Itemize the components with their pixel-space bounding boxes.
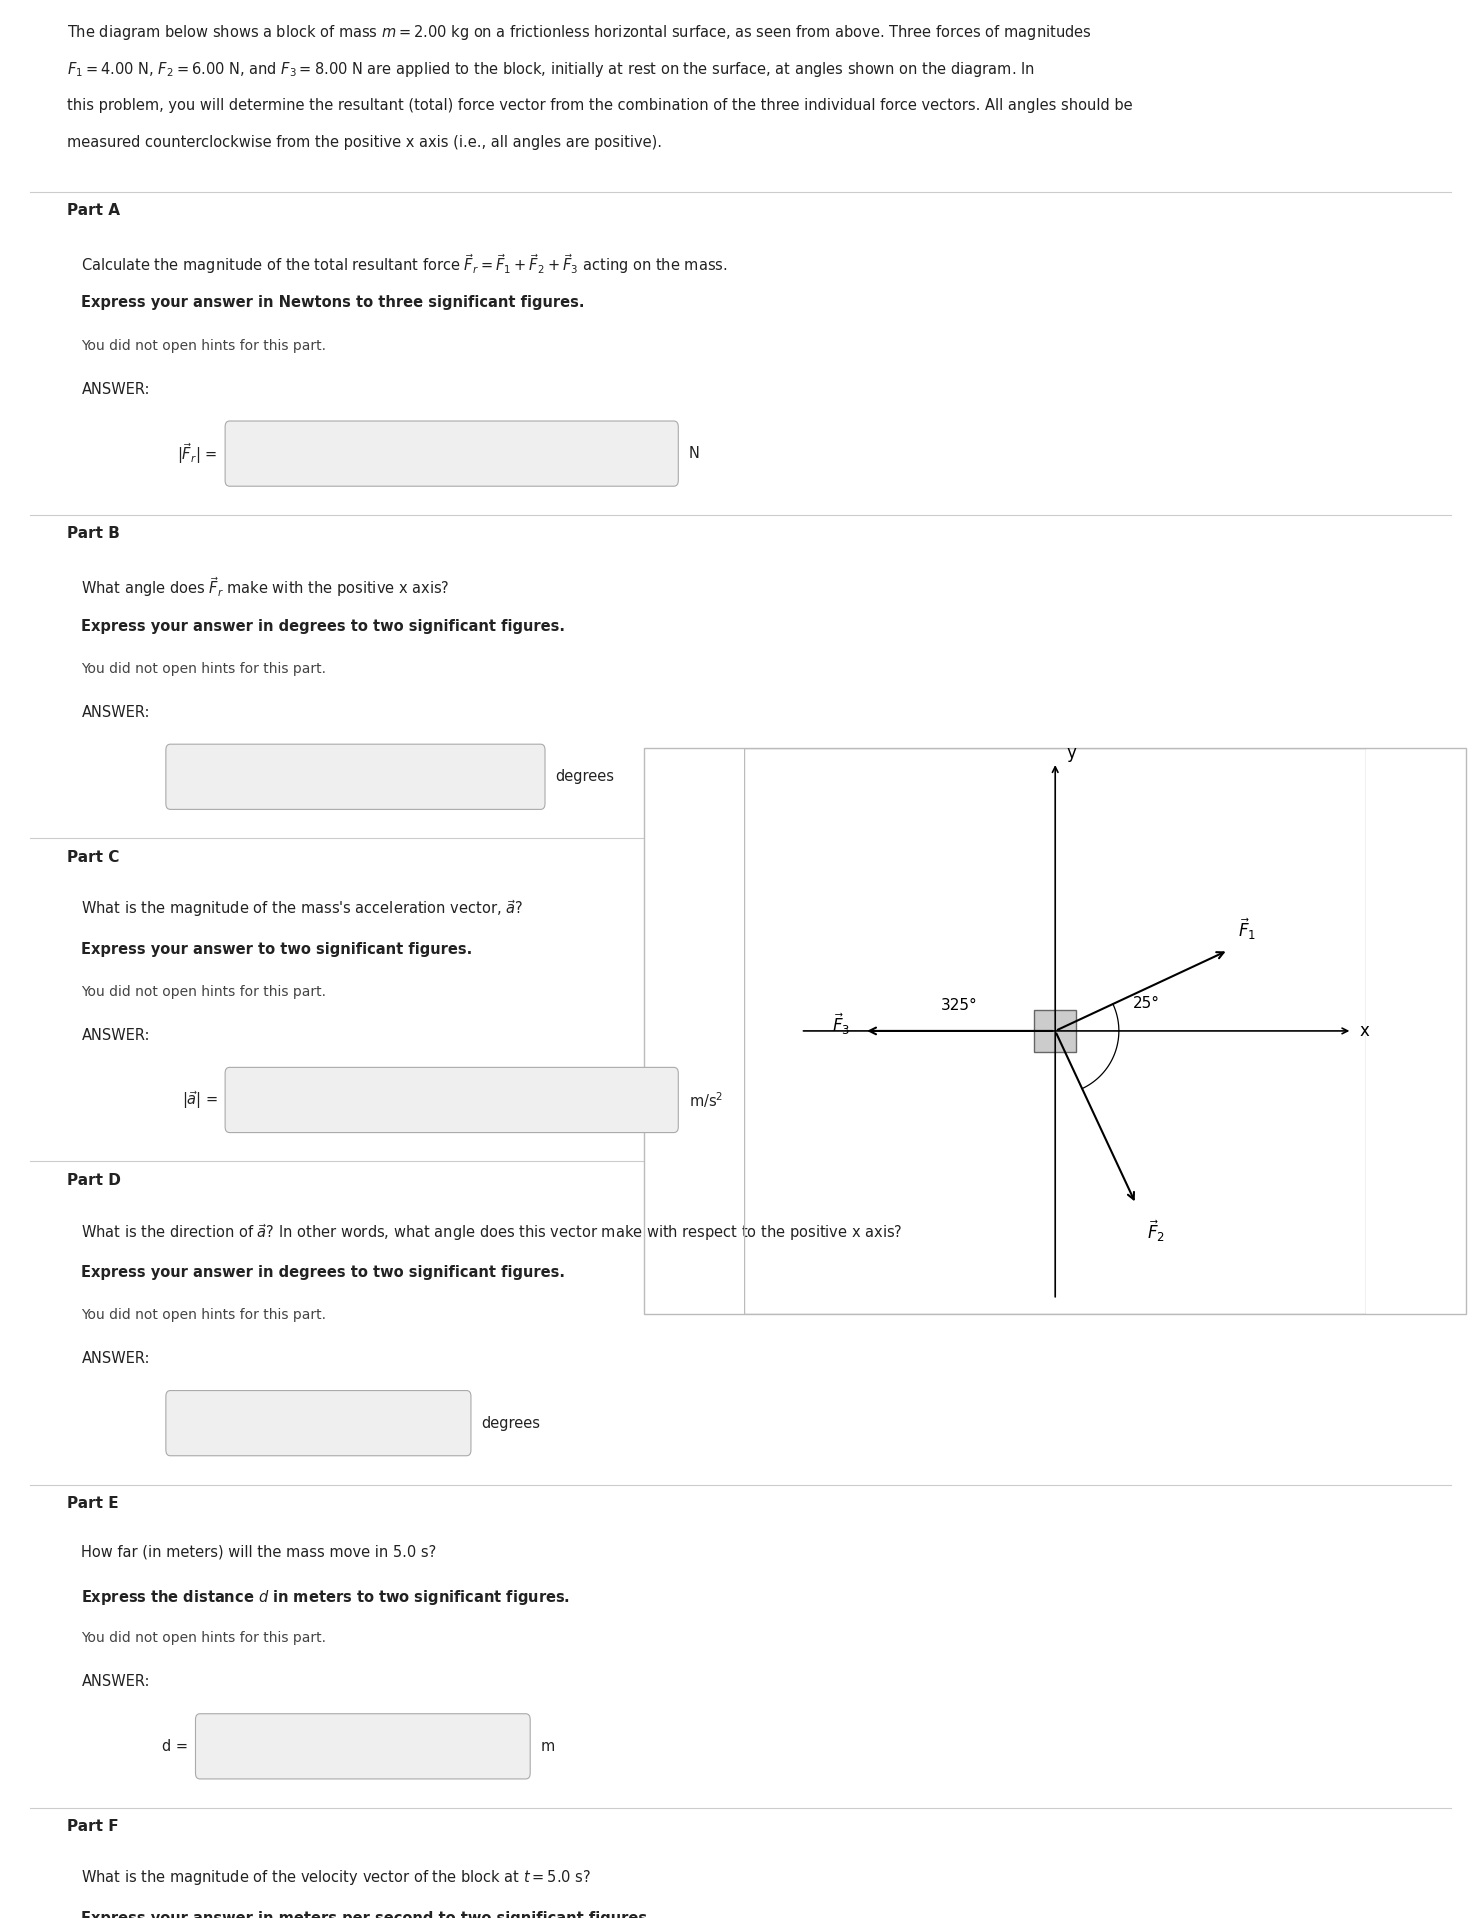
Text: $F_1 = 4.00$ N, $F_2 = 6.00$ N, and $F_3 = 8.00$ N are applied to the block, ini: $F_1 = 4.00$ N, $F_2 = 6.00$ N, and $F_3… [67,59,1035,79]
Text: Part D: Part D [67,1172,120,1187]
Text: $\vec{F}_3$: $\vec{F}_3$ [832,1011,850,1036]
FancyBboxPatch shape [195,1713,530,1778]
Text: y: y [1066,744,1077,761]
Text: What is the direction of $\vec{a}$? In other words, what angle does this vector : What is the direction of $\vec{a}$? In o… [81,1222,903,1243]
Bar [644,748,1466,1314]
Text: m: m [541,1740,555,1753]
Text: this problem, you will determine the resultant (total) force vector from the com: this problem, you will determine the res… [67,98,1133,113]
Text: N: N [689,447,699,460]
Text: 25°: 25° [1133,995,1160,1011]
Bar [1034,1009,1077,1053]
Text: $\vec{F}_1$: $\vec{F}_1$ [1238,917,1256,942]
Text: Part C: Part C [67,850,118,865]
Text: You did not open hints for this part.: You did not open hints for this part. [81,1630,326,1646]
Text: Express your answer in Newtons to three significant figures.: Express your answer in Newtons to three … [81,295,585,311]
Text: 325°: 325° [940,997,977,1013]
Text: degrees: degrees [481,1415,541,1431]
Text: Express your answer in meters per second to two significant figures.: Express your answer in meters per second… [81,1910,653,1918]
Text: measured counterclockwise from the positive x axis (i.e., all angles are positiv: measured counterclockwise from the posit… [67,134,662,150]
Text: Express the distance $d$ in meters to two significant figures.: Express the distance $d$ in meters to tw… [81,1588,570,1607]
Text: You did not open hints for this part.: You did not open hints for this part. [81,338,326,353]
Text: Part F: Part F [67,1818,118,1834]
Text: $|\vec{a}|$ =: $|\vec{a}|$ = [182,1089,218,1111]
Text: Calculate the magnitude of the total resultant force $\vec{F}_r = \vec{F}_1 + \v: Calculate the magnitude of the total res… [81,251,727,276]
Text: m/s$^2$: m/s$^2$ [689,1089,723,1111]
Text: ANSWER:: ANSWER: [81,1350,150,1366]
Text: degrees: degrees [555,769,615,784]
Text: $\vec{F}_2$: $\vec{F}_2$ [1148,1218,1166,1243]
Text: Part B: Part B [67,526,120,541]
Text: What angle does $\vec{F}_r$ make with the positive x axis?: What angle does $\vec{F}_r$ make with th… [81,575,450,598]
Text: Express your answer in degrees to two significant figures.: Express your answer in degrees to two si… [81,1264,566,1279]
FancyBboxPatch shape [225,420,678,485]
Text: You did not open hints for this part.: You did not open hints for this part. [81,662,326,675]
Text: $|\vec{F}_r|$ =: $|\vec{F}_r|$ = [178,441,218,466]
FancyBboxPatch shape [166,1391,471,1456]
Text: Part A: Part A [67,203,120,219]
FancyBboxPatch shape [166,744,545,809]
FancyBboxPatch shape [225,1066,678,1132]
Text: What is the magnitude of the mass's acceleration vector, $\vec{a}$?: What is the magnitude of the mass's acce… [81,898,523,919]
Text: Express your answer in degrees to two significant figures.: Express your answer in degrees to two si… [81,618,566,633]
Text: How far (in meters) will the mass move in 5.0 s?: How far (in meters) will the mass move i… [81,1544,437,1559]
Text: d =: d = [161,1740,188,1753]
Text: You did not open hints for this part.: You did not open hints for this part. [81,1308,326,1322]
Text: Part E: Part E [67,1496,118,1511]
Text: Express your answer to two significant figures.: Express your answer to two significant f… [81,942,472,957]
Text: ANSWER:: ANSWER: [81,382,150,397]
Text: ANSWER:: ANSWER: [81,1028,150,1043]
Text: ANSWER:: ANSWER: [81,704,150,719]
Text: You did not open hints for this part.: You did not open hints for this part. [81,984,326,999]
Text: x: x [1360,1022,1370,1040]
Text: The diagram below shows a block of mass $m = 2.00$ kg on a frictionless horizont: The diagram below shows a block of mass … [67,23,1091,42]
Text: What is the magnitude of the velocity vector of the block at $t = 5.0$ s?: What is the magnitude of the velocity ve… [81,1868,591,1887]
Text: ANSWER:: ANSWER: [81,1674,150,1690]
